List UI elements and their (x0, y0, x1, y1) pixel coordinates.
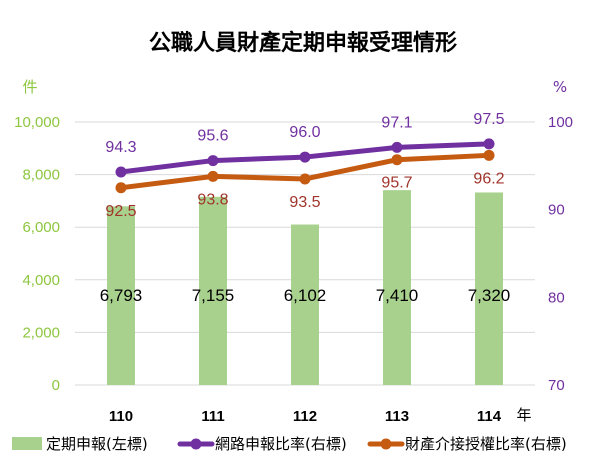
bar (291, 224, 319, 385)
proxy-rate-point (207, 170, 219, 182)
online-rate-point (115, 166, 127, 178)
right-tick-label: 100 (548, 114, 573, 131)
proxy-rate-point (115, 182, 127, 194)
x-axis-unit: 年 (516, 406, 531, 424)
bar-data-label: 6,102 (284, 286, 327, 305)
bar (107, 206, 135, 385)
bar (383, 190, 411, 385)
left-tick-label: 6,000 (22, 219, 60, 236)
bar-data-label: 7,320 (468, 286, 511, 305)
bar-series (107, 190, 503, 385)
bar-data-label: 7,410 (376, 286, 419, 305)
proxy-rate-label: 93.5 (289, 194, 320, 211)
online-rate-point (391, 141, 403, 153)
bar (199, 196, 227, 385)
online-rate-label: 97.1 (381, 114, 412, 131)
online-rate-label: 96.0 (289, 124, 320, 141)
left-axis-unit: 件 (22, 78, 37, 96)
proxy-rate-label: 95.7 (381, 175, 412, 192)
online-rate-label: 97.5 (473, 111, 504, 128)
right-axis-unit: % (553, 78, 567, 96)
line-series (115, 138, 495, 194)
proxy-rate-label: 92.5 (105, 203, 136, 220)
right-tick-label: 90 (548, 202, 565, 219)
axis-ticks: 0 2,000 4,000 6,000 8,000 10,000 70 80 90 100 110 1… (14, 114, 573, 425)
legend: 定期申報(左標) 網路申報比率(右標) 財產介接授權比率(右標) (12, 435, 567, 453)
x-tick-label: 114 (477, 408, 502, 425)
online-rate-point (299, 151, 311, 163)
data-labels: 6,793 7,155 6,102 7,410 7,320 94.3 95.6 96.0 97.… (100, 111, 511, 305)
online-rate-point (483, 138, 495, 150)
left-tick-label: 8,000 (22, 167, 60, 184)
online-rate-point (207, 155, 219, 167)
right-tick-label: 80 (548, 289, 565, 306)
legend-label: 網路申報比率(右標) (215, 435, 347, 453)
left-tick-label: 4,000 (22, 272, 60, 289)
legend-bar-swatch (12, 437, 42, 450)
x-tick-label: 110 (109, 408, 133, 425)
legend-label: 定期申報(左標) (46, 435, 148, 453)
proxy-rate-point (299, 173, 311, 185)
proxy-rate-label: 93.8 (197, 191, 228, 208)
online-rate-label: 95.6 (197, 128, 228, 145)
x-tick-label: 112 (293, 408, 317, 425)
left-tick-label: 10,000 (14, 114, 60, 131)
x-tick-label: 113 (385, 408, 409, 425)
legend-label: 財產介接授權比率(右標) (405, 435, 567, 453)
bar-data-label: 7,155 (192, 286, 235, 305)
bar (475, 192, 503, 385)
right-tick-label: 70 (548, 377, 565, 394)
online-rate-label: 94.3 (105, 139, 136, 156)
chart-title: 公職人員財產定期申報受理情形 (149, 30, 457, 56)
proxy-rate-point (391, 154, 403, 166)
legend-proxy-marker (380, 438, 392, 450)
legend-online-marker (190, 438, 202, 450)
bar-data-label: 6,793 (100, 286, 143, 305)
proxy-rate-label: 96.2 (473, 170, 504, 187)
proxy-rate-point (483, 149, 495, 161)
left-tick-label: 0 (52, 377, 60, 394)
x-tick-label: 111 (201, 408, 224, 425)
left-tick-label: 2,000 (22, 324, 60, 341)
